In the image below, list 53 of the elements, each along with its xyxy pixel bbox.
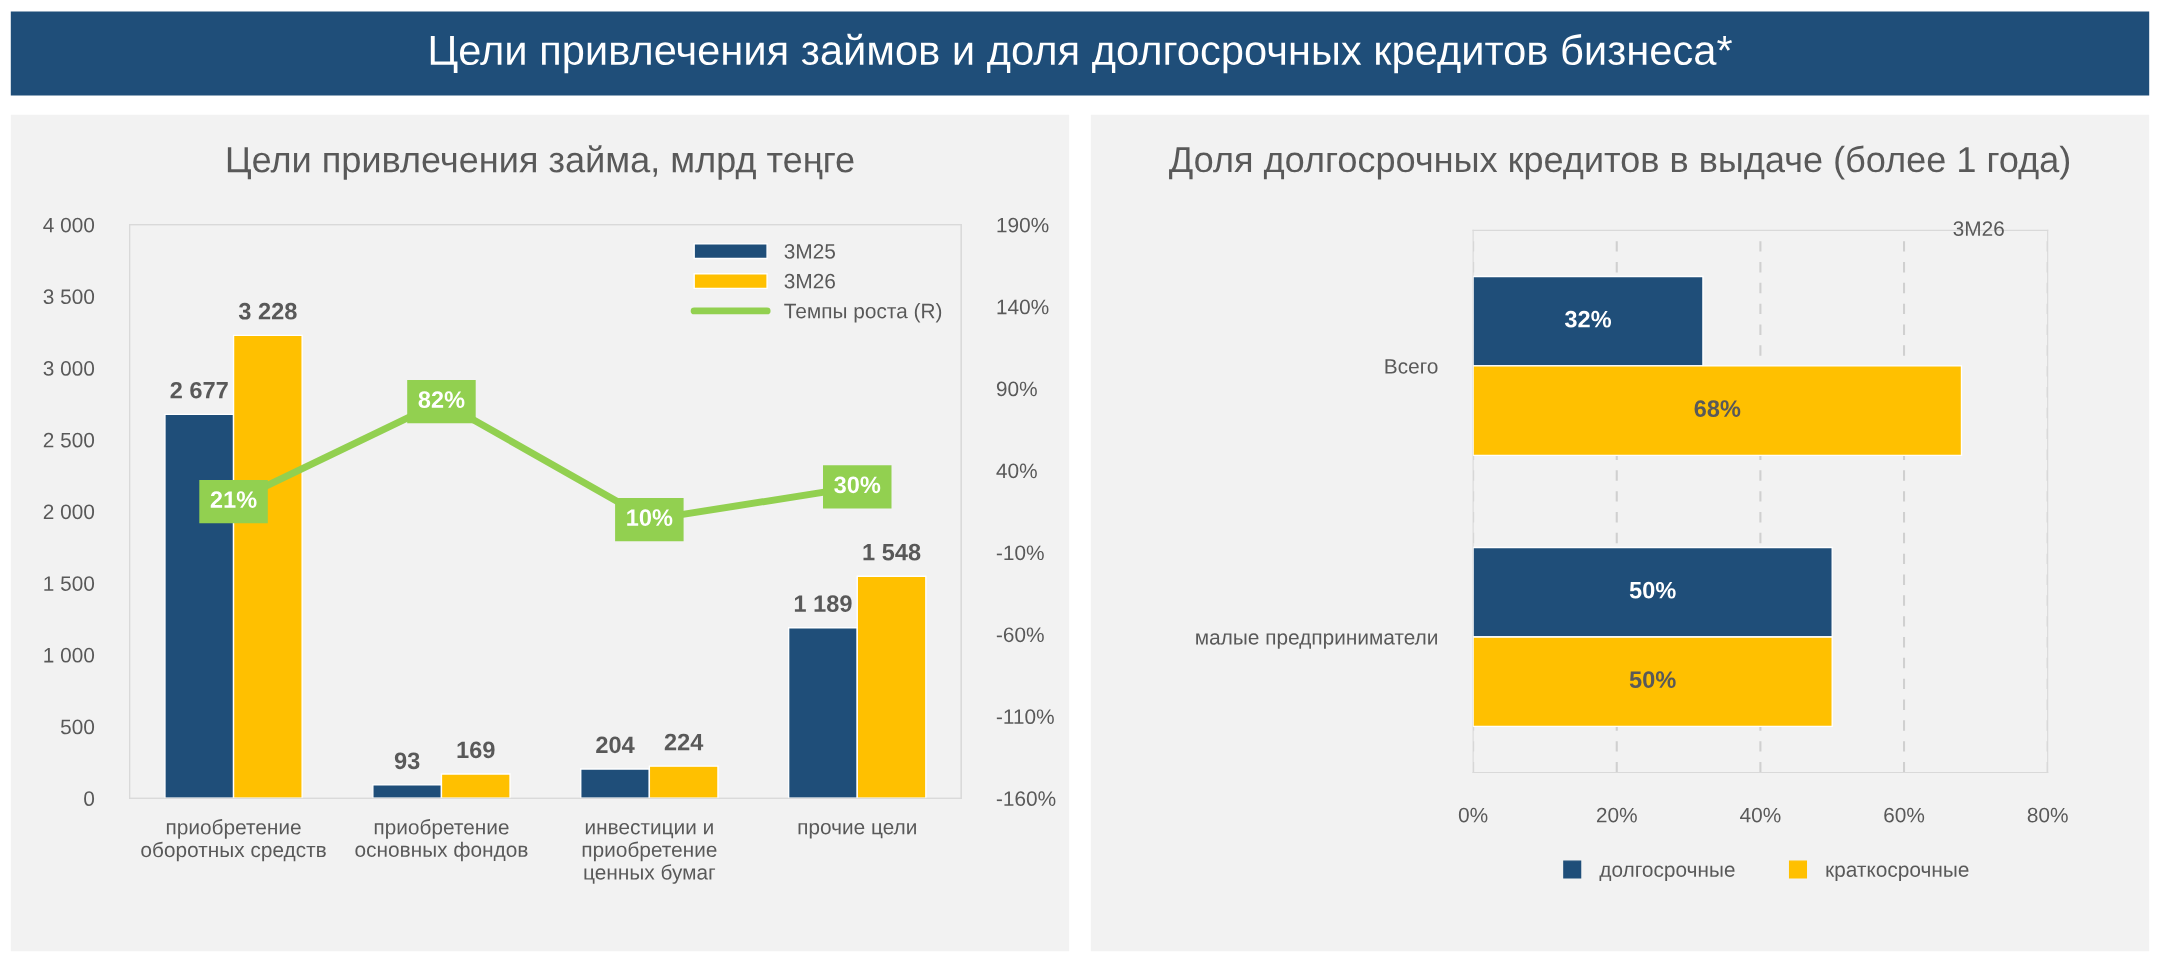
y-tick-label: 2 000 (43, 504, 95, 520)
x-tick-label: приобретение оборотных средств (141, 819, 326, 862)
x-tick-label: 20% (1596, 807, 1637, 823)
data-label: 32% (1564, 310, 1612, 328)
x-tick-label: инвестиции и приобретение ценных бумаг (582, 822, 717, 884)
legend-label: краткосрочные (1826, 865, 1969, 882)
chart-title: Доля долгосрочных кредитов в выдаче (более 1 года) (1169, 145, 2070, 180)
data-label: 10% (627, 509, 673, 526)
data-label: 1 189 (794, 595, 852, 612)
y2-tick-label: 190% (997, 217, 1049, 233)
y-tick-label: малые предприниматели (1196, 633, 1437, 649)
data-label: 1 548 (863, 543, 921, 561)
y2-tick-label: 40% (996, 463, 1037, 479)
x-tick-label: 80% (2027, 807, 2068, 823)
y-tick-label: 0 (84, 791, 95, 807)
data-label: 204 (596, 736, 635, 754)
x-tick-label: 40% (1740, 807, 1781, 823)
data-label: 224 (664, 733, 704, 751)
y-tick-label: 2 500 (43, 432, 95, 448)
x-tick-label: 60% (1884, 807, 1925, 823)
data-label: 50% (1629, 671, 1676, 688)
y-tick-label: 1 500 (44, 576, 95, 591)
y2-tick-label: -110% (996, 709, 1054, 725)
y-tick-label: 3 500 (43, 289, 95, 305)
data-label: 3 228 (238, 302, 297, 320)
data-label: 50% (1629, 581, 1676, 599)
x-tick-label: 0% (1458, 807, 1488, 823)
annotation: 3M26 (1953, 221, 2004, 236)
y-tick-label: 1 000 (44, 647, 95, 663)
data-label: 21% (210, 491, 257, 508)
data-label: 169 (457, 741, 495, 759)
y-tick-label: 4 000 (43, 217, 95, 233)
legend-label: Темпы роста (R) (784, 303, 942, 323)
data-label: 93 (394, 752, 420, 770)
legend-label: долгосрочные (1599, 865, 1735, 882)
y-tick-label: 3 000 (43, 361, 95, 376)
x-tick-label: приобретение основных фондов (355, 819, 528, 862)
y2-tick-label: -160% (996, 791, 1056, 807)
y-tick-label: Всего (1385, 359, 1438, 374)
data-label: 68% (1694, 400, 1741, 417)
data-label: 2 677 (170, 381, 228, 399)
chart-subtitle: Цели привлечения займа, млрд теңге (227, 145, 854, 180)
data-label: 30% (834, 476, 881, 494)
y2-tick-label: -10% (996, 545, 1044, 561)
y2-tick-label: 90% (996, 381, 1037, 397)
y2-tick-label: 140% (997, 299, 1049, 315)
x-tick-label: прочие цели (798, 822, 916, 839)
text: Цели привлечения займов и доля долгосрочных кредитов бизнеса* (430, 33, 1733, 74)
data-label: 82% (418, 391, 465, 408)
y-tick-label: 500 (60, 719, 95, 735)
legend-label: 3M25 (784, 243, 835, 259)
y2-tick-label: -60% (996, 627, 1044, 643)
legend-label: 3M26 (784, 273, 835, 289)
